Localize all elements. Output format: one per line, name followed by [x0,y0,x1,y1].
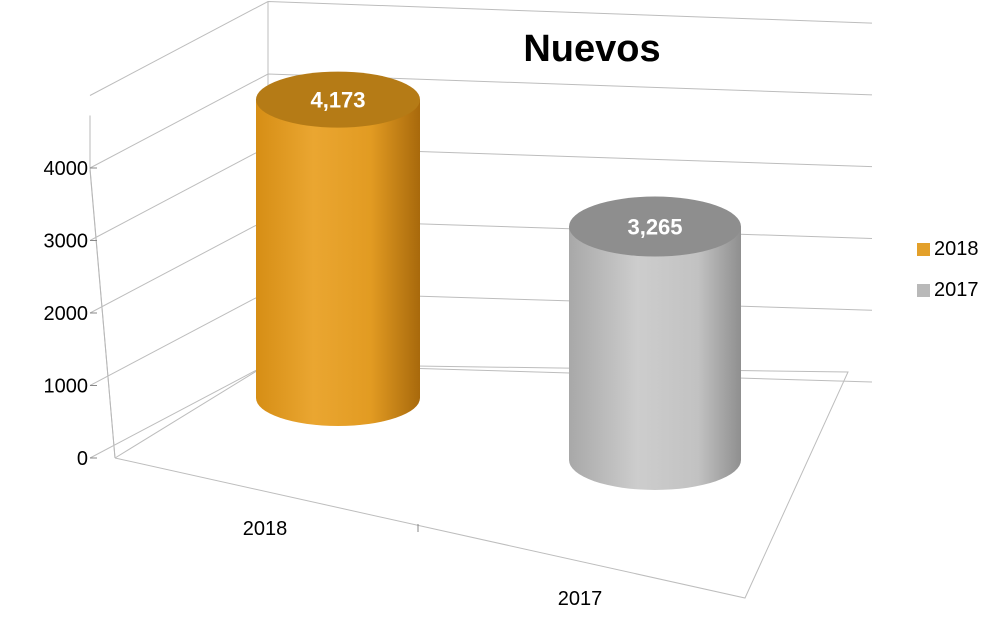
legend-label-2017: 2017 [934,278,979,301]
y-tick-label-2000: 2000 [44,303,89,325]
bar-2017-data-label: 3,265 [627,215,682,240]
x-tick-label-2018: 2018 [243,518,288,540]
gridline-3000 [89,145,873,241]
bar-2018-body [256,99,420,427]
gridline-2000 [89,218,873,314]
floor-outline [114,363,849,599]
legend: 2018 2017 [917,238,979,320]
left-wall-edge [89,115,116,459]
bar-2017: 3,265 [569,196,741,490]
y-axis-line [89,169,116,459]
legend-swatch-2018 [917,242,930,256]
legend-swatch-2017 [917,283,930,297]
bar-2017-top [569,196,741,257]
bar-2018-top [256,71,420,128]
legend-item-2018: 2018 [917,238,979,260]
legend-item-2017: 2017 [917,279,979,301]
chart-title: Nuevos [523,28,661,70]
y-tick-label-1000: 1000 [44,376,89,398]
gridline-1000 [89,290,873,386]
gridline-0 [89,363,873,459]
y-tick-label-3000: 3000 [44,231,89,253]
bar-2018: 4,173 [256,71,420,427]
x-tick-label-2017: 2017 [558,588,603,610]
bar-2017-body [569,226,741,490]
y-tick-label-4000: 4000 [44,158,89,180]
bar-2018-data-label: 4,173 [310,88,365,113]
legend-label-2018: 2018 [934,237,979,260]
y-tick-label-0: 0 [77,448,88,470]
